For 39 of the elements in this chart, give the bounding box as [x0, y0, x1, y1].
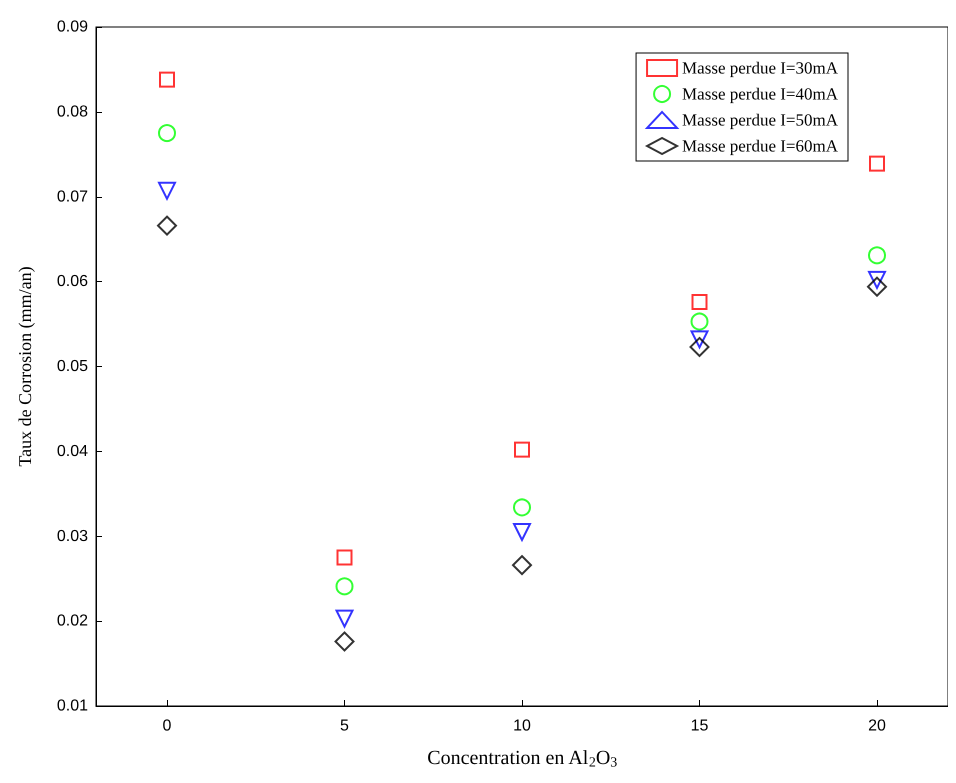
y-tick-label: 0.07 [56, 188, 88, 206]
legend-label: Masse perdue I=50mA [682, 110, 839, 130]
y-tick-label: 0.09 [56, 18, 88, 36]
x-tick-label: 15 [690, 718, 708, 734]
legend-label: Masse perdue I=30mA [682, 58, 839, 78]
point [336, 577, 354, 596]
point [336, 610, 354, 628]
point [690, 336, 710, 357]
y-tick-label: 0.08 [56, 103, 88, 120]
point [867, 276, 887, 297]
point [158, 182, 176, 200]
point [336, 549, 352, 566]
point [513, 523, 531, 542]
legend-label: Masse perdue I=60mA [682, 136, 839, 156]
point [690, 330, 708, 348]
y-tick-label: 0.02 [56, 612, 88, 630]
x-tick-label: 5 [340, 718, 350, 734]
point [690, 312, 708, 331]
point [692, 294, 708, 310]
point [159, 72, 175, 88]
legend-label: Masse perdue I=40mA [682, 84, 839, 104]
point [514, 442, 530, 458]
point [868, 246, 886, 264]
x-tick-label: 0 [162, 718, 172, 734]
point [868, 270, 886, 289]
x-tick-label: 20 [868, 718, 886, 734]
y-tick-label: 0.04 [56, 442, 88, 460]
point [158, 124, 176, 142]
point [512, 555, 532, 576]
point [157, 216, 177, 236]
y-tick-label: 0.05 [56, 358, 88, 375]
y-tick-label: 0.06 [56, 273, 88, 290]
y-tick-label: 0.01 [56, 698, 88, 714]
point [334, 631, 354, 652]
point [513, 498, 531, 516]
point [869, 156, 885, 172]
y-tick-label: 0.03 [56, 528, 88, 545]
y-axis-title: Taux de Corrosion (mm/an) [15, 266, 35, 467]
x-tick-label: 10 [513, 718, 531, 734]
